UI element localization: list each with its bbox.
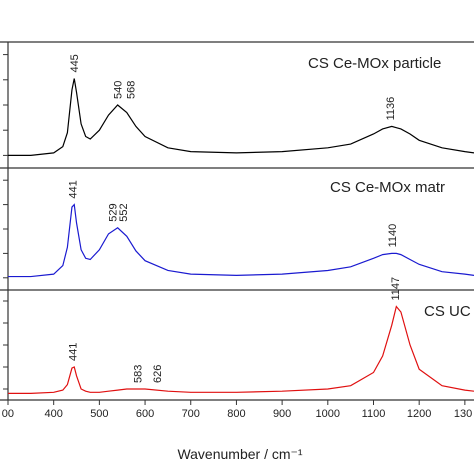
x-tick-label: 1200 <box>407 408 431 420</box>
peak-label: 445 <box>69 54 81 72</box>
peak-label: 540 <box>113 81 125 99</box>
peak-label: 568 <box>125 81 137 99</box>
x-tick-label: 130 <box>454 408 472 420</box>
panel-title: CS Ce-MOx matr <box>330 179 445 196</box>
peak-label: 441 <box>67 180 79 198</box>
peak-label: 583 <box>132 365 144 383</box>
spectrum-line <box>8 203 474 278</box>
peak-label: 441 <box>67 343 79 361</box>
spectrum-line <box>8 305 474 394</box>
x-tick-label: 1100 <box>362 408 386 420</box>
peak-label: 626 <box>152 365 164 383</box>
peak-label: 1147 <box>390 277 402 301</box>
spectrum-line <box>8 78 474 156</box>
panel-title: CS UC <box>424 303 471 320</box>
peak-label: 529 <box>108 203 120 221</box>
x-tick-label: 400 <box>45 408 63 420</box>
panel-title: CS Ce-MOx particle <box>308 55 441 72</box>
x-tick-label: 900 <box>273 408 291 420</box>
x-tick-label: 500 <box>90 408 108 420</box>
peak-label: 1140 <box>387 224 399 248</box>
x-tick-label: 00 <box>2 408 14 420</box>
peak-label: 552 <box>118 203 130 221</box>
peak-label: 1136 <box>385 97 397 121</box>
x-axis-label: Wavenumber / cm⁻¹ <box>177 446 302 462</box>
x-tick-label: 600 <box>136 408 154 420</box>
x-tick-label: 700 <box>182 408 200 420</box>
x-tick-label: 800 <box>227 408 245 420</box>
x-tick-label: 1000 <box>316 408 340 420</box>
